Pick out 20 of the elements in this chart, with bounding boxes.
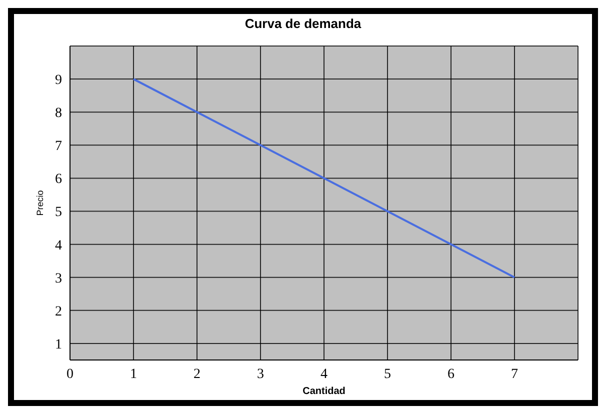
y-tick-label: 1: [55, 337, 62, 352]
x-tick-label: 1: [130, 366, 137, 382]
y-tick-label: 7: [55, 139, 62, 154]
x-tick-label: 3: [257, 366, 264, 382]
x-tick-label: 4: [320, 366, 328, 382]
x-tick-label: 2: [194, 366, 200, 382]
y-tick-label: 6: [55, 172, 62, 188]
x-tick-label: 6: [448, 366, 454, 382]
x-tick-label: 5: [384, 366, 391, 382]
y-tick-label: 8: [55, 106, 62, 122]
y-tick-label: 9: [55, 73, 62, 88]
y-tick-label: 2: [55, 304, 62, 320]
x-tick-label: 7: [511, 366, 518, 382]
chart-title: Curva de demanda: [244, 16, 362, 31]
y-tick-label: 3: [55, 271, 62, 286]
x-tick-label: 0: [66, 366, 74, 382]
y-tick-label: 4: [55, 238, 62, 254]
y-tick-label: 5: [55, 205, 62, 220]
x-axis-title: Cantidad: [302, 386, 346, 397]
y-axis-title: Precio: [35, 190, 46, 216]
